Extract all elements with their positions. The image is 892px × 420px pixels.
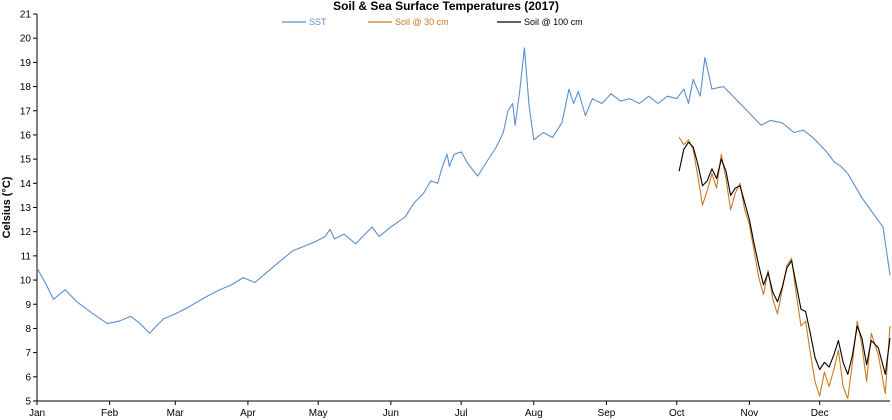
y-axis-title: Celsius (°C) <box>1 176 13 238</box>
y-tick-label: 14 <box>20 179 32 190</box>
series-line-2 <box>678 141 891 375</box>
y-tick-label: 17 <box>20 106 32 117</box>
series-line-0 <box>36 47 891 334</box>
y-tick-label: 15 <box>20 155 32 166</box>
y-tick-label: 10 <box>20 276 32 287</box>
x-tick-label: Jul <box>455 408 468 419</box>
x-tick-label: May <box>309 408 328 419</box>
x-tick-label: Aug <box>525 408 543 419</box>
y-tick-label: 21 <box>20 10 32 21</box>
y-tick-label: 16 <box>20 130 32 141</box>
x-tick-label: Dec <box>811 408 829 419</box>
y-axis-ticks: 5 6 7 8 9 10 11 12 13 14 15 16 17 18 19 20 21 <box>20 10 37 408</box>
legend-label-2: Soil @ 100 cm <box>524 17 583 27</box>
x-tick-label: Oct <box>669 408 685 419</box>
x-tick-label: Feb <box>101 408 119 419</box>
y-tick-label: 5 <box>25 397 31 408</box>
y-tick-label: 8 <box>25 324 31 335</box>
series-line-1 <box>678 137 891 400</box>
y-tick-label: 18 <box>20 82 32 93</box>
axes <box>36 14 890 402</box>
x-axis-ticks: Jan Feb Mar Apr May Jun Jul Aug Sep Oct Nov Dec <box>29 401 829 419</box>
y-tick-label: 9 <box>25 300 31 311</box>
x-tick-label: Nov <box>740 408 758 419</box>
legend: SST Soil @ 30 cm Soil @ 100 cm <box>282 17 583 27</box>
y-tick-label: 20 <box>20 34 32 45</box>
y-tick-label: 7 <box>25 348 31 359</box>
y-tick-label: 13 <box>20 203 32 214</box>
x-tick-label: Jun <box>383 408 399 419</box>
y-tick-label: 11 <box>21 251 32 262</box>
legend-label-1: Soil @ 30 cm <box>395 17 449 27</box>
y-tick-label: 12 <box>20 227 32 238</box>
series-layer <box>36 47 891 400</box>
x-tick-label: Apr <box>240 408 256 419</box>
y-tick-label: 19 <box>20 58 32 69</box>
chart-title: Soil & Sea Surface Temperatures (2017) <box>333 0 559 13</box>
x-tick-label: Mar <box>167 408 185 419</box>
y-tick-label: 6 <box>25 372 31 383</box>
legend-label-0: SST <box>309 17 327 27</box>
x-tick-label: Jan <box>29 408 45 419</box>
x-tick-label: Sep <box>598 408 616 419</box>
